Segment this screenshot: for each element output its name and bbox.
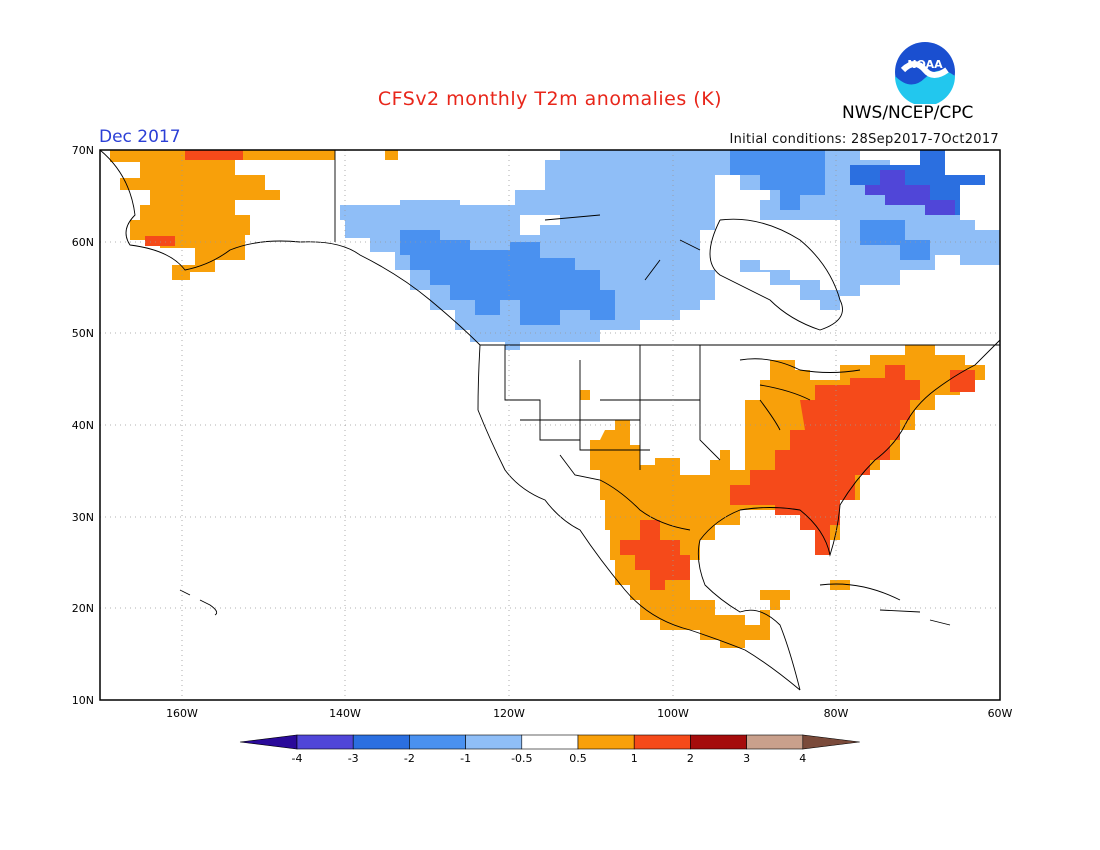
colorbar-swatch	[465, 734, 523, 750]
initial-conditions: Initial conditions: 28Sep2017-7Oct2017	[729, 132, 999, 147]
colorbar-tick-label: -2	[404, 752, 415, 765]
colorbar-tick-label: -0.5	[511, 752, 532, 765]
lon-label: 80W	[824, 707, 849, 720]
colorbar-swatch	[690, 734, 747, 750]
colorbar-swatch	[239, 734, 298, 750]
lat-label: 10N	[72, 694, 94, 707]
colorbar-tick-label: 0.5	[569, 752, 587, 765]
lon-label: 100W	[657, 707, 689, 720]
lat-label: 20N	[72, 602, 94, 615]
colorbar-swatch	[577, 734, 635, 750]
logo-text: NOAA	[907, 58, 943, 71]
lat-label: 40N	[72, 419, 94, 432]
lon-label: 160W	[166, 707, 198, 720]
colorbar: -4 -3 -2 -1 -0.5 0.5 1 2 3 4	[239, 734, 860, 765]
colorbar-tick-label: -4	[292, 752, 303, 765]
baffin-cold	[850, 150, 985, 215]
colorbar-swatch	[746, 734, 804, 750]
coastlines	[99, 149, 1001, 691]
lat-label: 30N	[72, 511, 94, 524]
colorbar-tick-label: -1	[460, 752, 471, 765]
forecast-period: Dec 2017	[99, 127, 181, 147]
colorbar-tick-label: 1	[631, 752, 638, 765]
alaska-warmer-north	[185, 150, 243, 160]
graticule	[100, 150, 1000, 700]
lon-label: 120W	[493, 707, 525, 720]
lat-label: 70N	[72, 144, 94, 157]
agency-label: NWS/NCEP/CPC	[842, 103, 974, 123]
anomaly-fill	[110, 150, 1000, 648]
map-frame	[99, 149, 1001, 701]
colorbar-swatch	[633, 734, 691, 750]
latitude-labels: 70N 60N 50N 40N 30N 20N 10N	[72, 144, 94, 707]
map-title: CFSv2 monthly T2m anomalies (K)	[377, 88, 723, 110]
colorbar-tick-label: 2	[687, 752, 694, 765]
lon-label: 60W	[988, 707, 1013, 720]
colorbar-tick-label: 4	[799, 752, 806, 765]
alaska-warm-region	[110, 150, 335, 280]
lon-label: 140W	[329, 707, 361, 720]
southwest-mexico-warm	[590, 420, 780, 648]
lat-label: 60N	[72, 236, 94, 249]
colorbar-swatch	[802, 734, 860, 750]
colorbar-tick-label: 3	[743, 752, 750, 765]
longitude-labels: 160W 140W 120W 100W 80W 60W	[166, 707, 1012, 720]
lat-label: 50N	[72, 327, 94, 340]
canada-cold-core	[400, 230, 615, 325]
colorbar-swatch	[521, 734, 579, 750]
colorbar-swatch	[409, 734, 466, 750]
colorbar-swatch	[352, 734, 410, 750]
colorbar-swatch	[296, 734, 354, 750]
baffin-colder	[865, 170, 955, 215]
colorbar-tick-label: -3	[348, 752, 359, 765]
alaska-warmer-west	[145, 236, 175, 246]
noaa-logo: NOAA	[895, 42, 955, 104]
